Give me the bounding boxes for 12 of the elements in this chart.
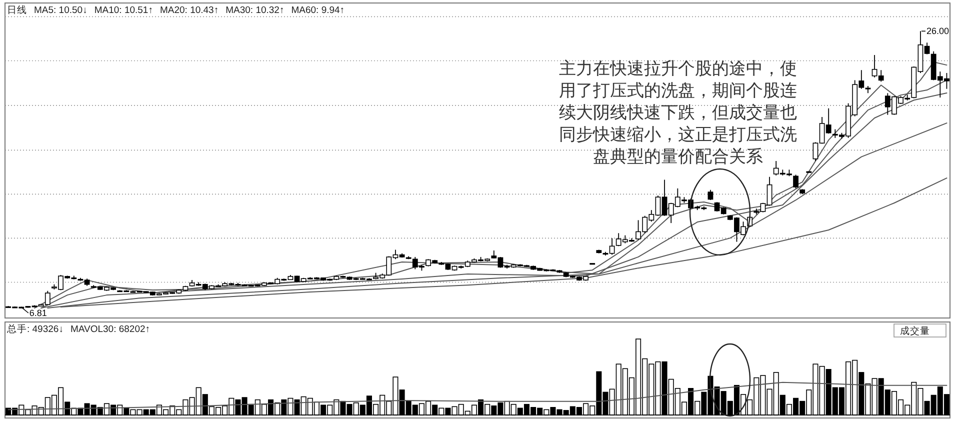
annotation: 26.00 xyxy=(926,26,949,36)
text: MAVOL30: 68202↑ xyxy=(70,324,150,335)
annotation: MA5: 10.50↓ xyxy=(34,5,88,16)
annotation: 6.81 xyxy=(29,308,47,318)
annotation: MA60: 9.94↑ xyxy=(291,5,345,16)
annotation: 日线 xyxy=(7,4,27,16)
annotation: MA10: 10.51↑ xyxy=(94,5,153,16)
annotation: MA20: 10.43↑ xyxy=(160,5,219,16)
annotation: 主力在快速拉升个股的途中，使用了打压式的洗盘，期间个股连续大阴线快速下跌，但成交量也同步快速缩小，这正是打压式洗盘典型的量价配合关系 xyxy=(559,59,797,167)
text: 总手: 49326↓ xyxy=(6,323,64,335)
annotation: MA30: 10.32↑ xyxy=(226,5,284,16)
chart-title: 成交量 xyxy=(900,325,930,337)
